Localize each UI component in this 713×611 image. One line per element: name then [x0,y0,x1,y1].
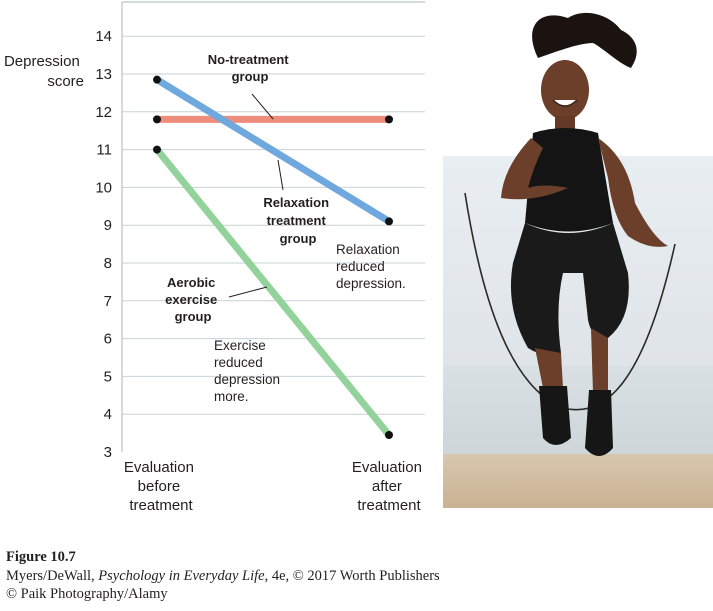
y-tick-label-11: 11 [96,142,112,159]
left-shoe [539,386,571,445]
y-tick-label-4: 4 [104,406,112,423]
series-lines [153,75,393,439]
ann-exercise-note-line-2: reduced [214,355,263,370]
series-line-1 [155,76,391,225]
right-shin [591,328,608,393]
leader-aerobic [228,286,268,298]
ann-relaxation-note-line-3: depression. [336,276,406,291]
caption-credit-line: Myers/DeWall, Psychology in Everyday Lif… [6,567,706,586]
x-category-before: Evaluation before treatment [124,459,198,514]
ann-exercise-note-line-4: more. [214,389,249,404]
smile [552,99,578,107]
ann-no-treatment-line-1: No-treatment [208,52,290,67]
annotation-exercise-note: Exercise reduced depression more. [214,338,284,404]
y-tick-label-13: 13 [95,66,112,83]
ann-aerobic-line-3: group [175,309,212,324]
series-line-2 [154,147,392,438]
data-point-2-0 [153,145,161,154]
ann-relaxation-line-3: group [280,231,317,246]
photo-sand [443,454,713,508]
ann-relaxation-line-1: Relaxation [263,195,329,210]
leggings [510,223,629,355]
y-tick-label-5: 5 [104,368,112,385]
leader-relaxation [277,159,284,191]
x-category-before-line-2: before [138,478,181,495]
neck [555,116,575,132]
left-shin [535,348,563,388]
figure-number: Figure 10.7 [6,549,76,565]
annotation-aerobic-group: Aerobic exercise group [165,275,221,324]
y-tick-label-6: 6 [104,331,112,348]
tank-top [525,128,613,232]
x-category-before-line-3: treatment [129,497,193,514]
line-chart: 3 4 5 6 7 8 9 10 11 12 13 14 Depression score No-tr… [4,1,426,514]
y-tick-label-9: 9 [104,217,112,234]
y-axis-label-line-2: score [47,73,84,90]
data-point-0-1 [385,115,393,124]
y-tick-label-3: 3 [104,444,112,461]
caption-authors: Myers/DeWall, [6,567,99,584]
gridlines [122,35,425,415]
ann-aerobic-line-1: Aerobic [167,275,215,290]
left-arm [501,138,568,200]
data-point-2-1 [385,430,393,439]
woman-jumping-rope-photo [443,8,713,508]
x-category-after: Evaluation after treatment [352,459,426,514]
ann-exercise-note-line-1: Exercise [214,338,266,353]
leader-no-treatment [251,93,274,120]
ann-relaxation-note-line-2: reduced [336,259,385,274]
y-tick-label-8: 8 [104,255,112,272]
caption-book-title: Psychology in Everyday Life [98,567,265,584]
x-category-after-line-1: Evaluation [352,459,422,476]
y-tick-label-10: 10 [95,179,112,196]
figure-caption: Figure 10.7 Myers/DeWall, Psychology in … [6,548,706,604]
ann-relaxation-note-line-1: Relaxation [336,242,400,257]
head [541,60,589,120]
ann-aerobic-line-2: exercise [165,292,217,307]
ann-exercise-note-line-3: depression [214,372,280,387]
x-category-after-line-3: treatment [357,497,421,514]
ann-no-treatment-line-2: group [232,69,269,84]
caption-photo-credit: © Paik Photography/Alamy [6,586,168,602]
y-axis-label: Depression score [4,53,84,90]
annotation-relaxation-group: Relaxation treatment group [263,195,332,246]
annotation-no-treatment-group: No-treatment group [208,52,293,84]
y-tick-label-14: 14 [95,28,112,45]
right-arm [598,138,668,247]
y-tick-label-12: 12 [95,104,112,121]
x-category-before-line-1: Evaluation [124,459,194,476]
x-category-after-line-2: after [372,478,402,495]
y-tick-label-7: 7 [104,293,112,310]
plot-area-background [122,2,425,452]
data-point-1-0 [153,75,161,84]
annotation-relaxation-note: Relaxation reduced depression. [336,242,406,291]
right-shoe [585,390,613,456]
caption-edition-publisher: , 4e, © 2017 Worth Publishers [264,567,440,584]
y-tick-labels: 3 4 5 6 7 8 9 10 11 12 13 14 [95,28,112,461]
y-axis-label-line-1: Depression [4,53,80,70]
hair [532,12,637,69]
data-point-1-1 [385,217,393,226]
data-point-0-0 [153,115,161,124]
ann-relaxation-line-2: treatment [267,213,327,228]
